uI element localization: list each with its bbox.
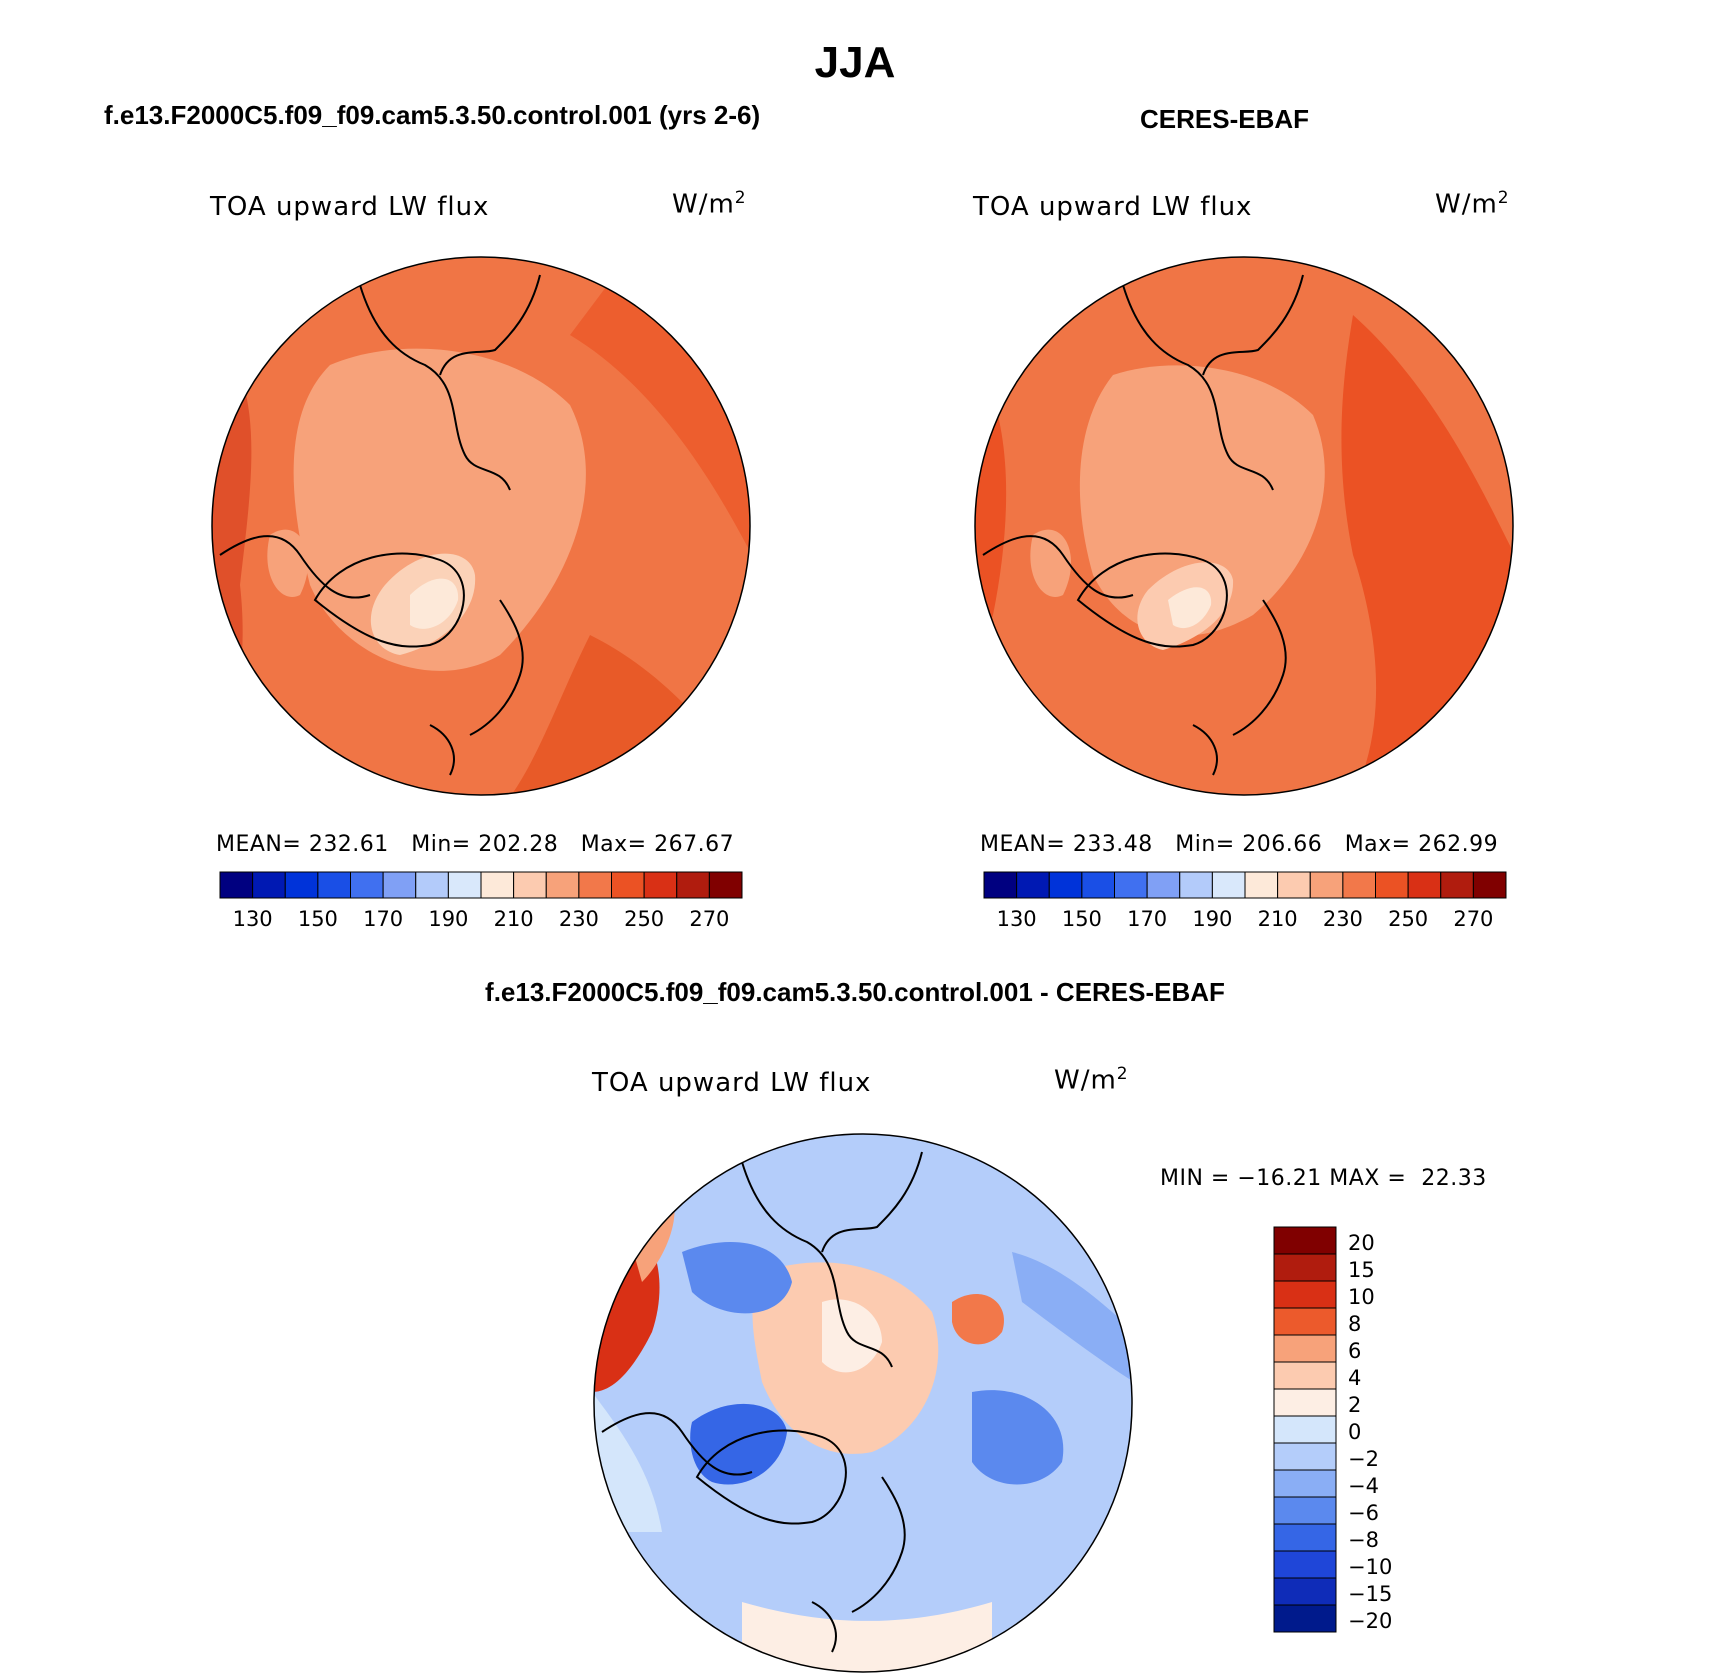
- obs-colorbar-box: [1375, 871, 1409, 899]
- case-colorbar-box: [447, 871, 482, 899]
- obs-colorbar-tick-label: 190: [1192, 907, 1232, 931]
- diff-colorbar-box: [1273, 1361, 1337, 1390]
- diff-colorbar-tick-label: −6: [1348, 1501, 1379, 1525]
- obs-variable-label: TOA upward LW flux: [973, 192, 1253, 222]
- diff-colorbar-box: [1273, 1496, 1337, 1525]
- case-colorbar-box: [676, 871, 710, 899]
- case-panel-title: f.e13.F2000C5.f09_f09.cam5.3.50.control.…: [104, 100, 761, 130]
- diff-colorbar-box: [1273, 1469, 1337, 1498]
- diff-colorbar-box: [1273, 1604, 1337, 1633]
- diff-colorbar-tick-label: 15: [1348, 1258, 1375, 1282]
- case-colorbar-tick-label: 170: [363, 907, 403, 931]
- diff-colorbar-box: [1273, 1550, 1337, 1579]
- case-colorbar-box: [284, 871, 319, 899]
- case-colorbar-box: [545, 871, 580, 899]
- obs-colorbar-tick-label: 170: [1127, 907, 1167, 931]
- diff-colorbar-box: [1273, 1388, 1337, 1417]
- diff-colorbar-box: [1273, 1523, 1337, 1552]
- diff-stats: MIN = −16.21 MAX = 22.33: [1160, 1166, 1487, 1191]
- case-variable-label: TOA upward LW flux: [210, 192, 490, 222]
- obs-colorbar-box: [1277, 871, 1311, 899]
- obs-colorbar-tick-label: 150: [1062, 907, 1102, 931]
- obs-colorbar-box: [1114, 871, 1148, 899]
- case-colorbar-box: [480, 871, 515, 899]
- case-colorbar-tick-label: 230: [559, 907, 599, 931]
- diff-colorbar-tick-label: −15: [1348, 1582, 1392, 1606]
- obs-colorbar-box: [1342, 871, 1376, 899]
- obs-colorbar-box: [1081, 871, 1115, 899]
- case-colorbar-box: [643, 871, 678, 899]
- diff-colorbar-box: [1273, 1253, 1337, 1282]
- diff-colorbar-box: [1273, 1334, 1337, 1363]
- obs-colorbar-box: [1211, 871, 1246, 899]
- case-colorbar-tick-label: 150: [298, 907, 338, 931]
- case-polar-map: [211, 256, 751, 796]
- obs-colorbar-box: [1472, 871, 1507, 899]
- case-colorbar-box: [513, 871, 547, 899]
- diff-colorbar-tick-label: −2: [1348, 1447, 1379, 1471]
- case-colorbar-box: [350, 871, 384, 899]
- obs-stats: MEAN= 233.48 Min= 206.66 Max= 262.99: [980, 832, 1499, 857]
- diff-colorbar-tick-label: −4: [1348, 1474, 1379, 1498]
- diff-colorbar-tick-label: −10: [1348, 1555, 1392, 1579]
- obs-colorbar-tick-label: 270: [1453, 907, 1493, 931]
- obs-colorbar-box: [1016, 871, 1050, 899]
- obs-colorbar-tick-label: 230: [1323, 907, 1363, 931]
- diff-colorbar-tick-label: 20: [1348, 1231, 1375, 1255]
- case-units-label: W/m2: [672, 188, 747, 220]
- obs-panel-title: CERES-EBAF: [1140, 104, 1310, 134]
- case-colorbar-tick-label: 270: [689, 907, 729, 931]
- obs-colorbar-tick-label: 130: [997, 907, 1037, 931]
- main-title: JJA: [814, 38, 896, 87]
- diff-colorbar-tick-label: 4: [1348, 1366, 1361, 1390]
- diff-units-label: W/m2: [1054, 1064, 1129, 1096]
- diff-colorbar-tick-label: 0: [1348, 1420, 1361, 1444]
- diff-colorbar-box: [1273, 1280, 1337, 1309]
- diff-colorbar-tick-label: 6: [1348, 1339, 1361, 1363]
- case-colorbar-tick-label: 250: [624, 907, 664, 931]
- obs-units-label: W/m2: [1435, 188, 1510, 220]
- obs-colorbar-tick-label: 210: [1258, 907, 1298, 931]
- obs-colorbar-box: [983, 871, 1018, 899]
- case-colorbar-box: [578, 871, 612, 899]
- case-colorbar: 130 150 170 190 210 230 250 270: [219, 871, 743, 931]
- diff-colorbar-tick-label: −8: [1348, 1528, 1379, 1552]
- diff-colorbar-tick-label: 2: [1348, 1393, 1361, 1417]
- case-stats: MEAN= 232.61 Min= 202.28 Max= 267.67: [216, 832, 735, 857]
- obs-colorbar-tick-label: 250: [1388, 907, 1428, 931]
- case-colorbar-tick-label: 130: [233, 907, 273, 931]
- case-colorbar-box: [219, 871, 254, 899]
- case-colorbar-box: [382, 871, 417, 899]
- obs-colorbar-box: [1146, 871, 1181, 899]
- diff-colorbar-box: [1273, 1415, 1337, 1444]
- obs-colorbar-box: [1309, 871, 1344, 899]
- diff-colorbar-box: [1273, 1442, 1337, 1471]
- obs-colorbar: 130 150 170 190 210 230 250 270: [983, 871, 1507, 931]
- case-colorbar-box: [415, 871, 449, 899]
- case-colorbar-box: [252, 871, 286, 899]
- diff-colorbar-tick-label: −20: [1348, 1609, 1392, 1633]
- obs-colorbar-box: [1244, 871, 1279, 899]
- case-colorbar-tick-label: 190: [428, 907, 468, 931]
- obs-colorbar-box: [1179, 871, 1213, 899]
- diff-colorbar-box: [1273, 1226, 1337, 1255]
- case-colorbar-box: [317, 871, 351, 899]
- case-colorbar-box: [611, 871, 645, 899]
- diff-colorbar-tick-label: 8: [1348, 1312, 1361, 1336]
- obs-colorbar-box: [1407, 871, 1442, 899]
- diff-colorbar-tick-label: 10: [1348, 1285, 1375, 1309]
- diff-colorbar-box: [1273, 1577, 1337, 1606]
- diff-colorbar-box: [1273, 1307, 1337, 1336]
- obs-polar-map: [974, 256, 1514, 796]
- diff-polar-map: [593, 1133, 1133, 1673]
- case-colorbar-box: [708, 871, 743, 899]
- diff-variable-label: TOA upward LW flux: [592, 1068, 872, 1098]
- obs-colorbar-box: [1440, 871, 1474, 899]
- case-colorbar-tick-label: 210: [494, 907, 534, 931]
- diff-panel-title: f.e13.F2000C5.f09_f09.cam5.3.50.control.…: [485, 977, 1225, 1007]
- obs-colorbar-box: [1048, 871, 1083, 899]
